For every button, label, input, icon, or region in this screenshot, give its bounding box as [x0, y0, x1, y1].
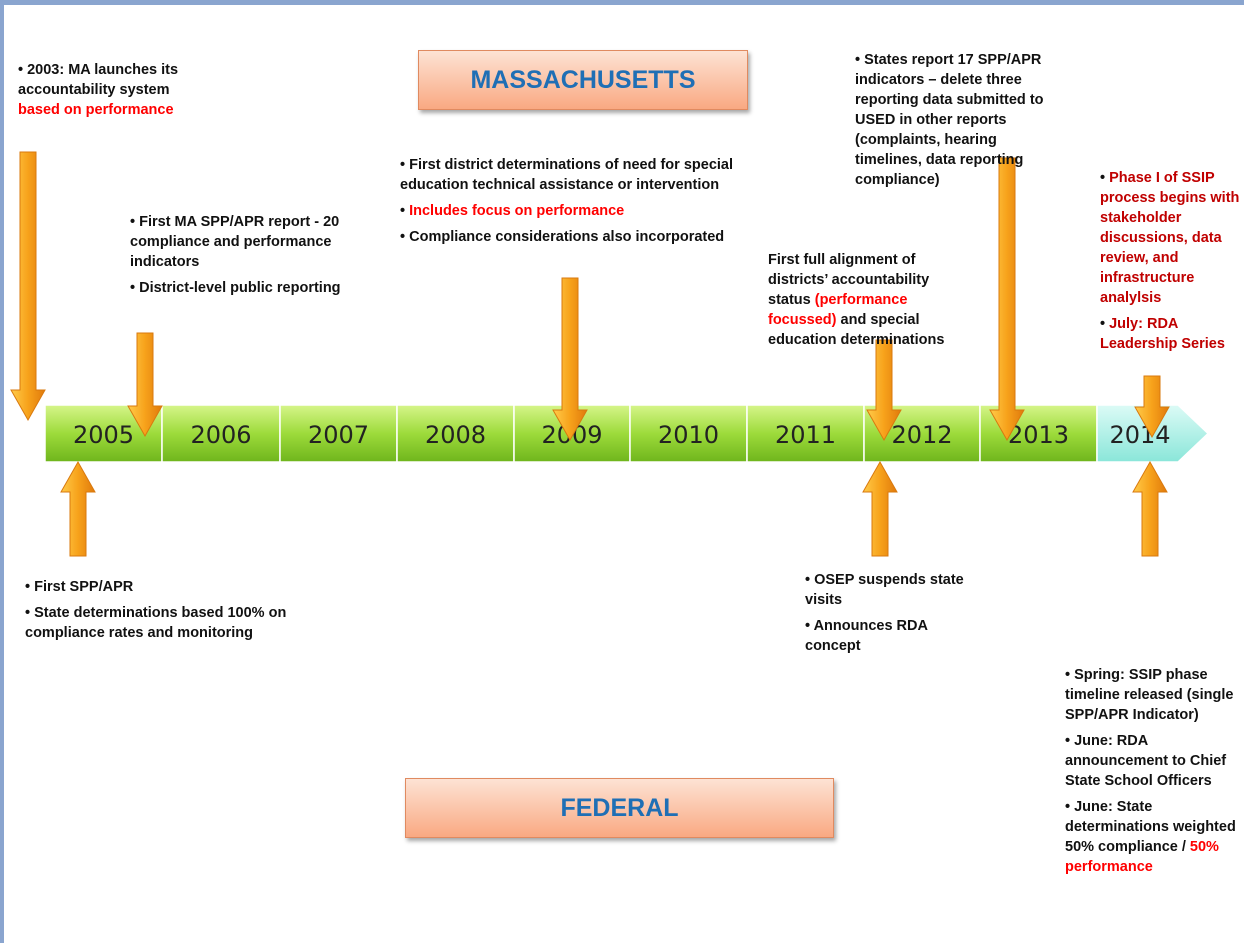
event-text: First SPP/APR: [34, 579, 134, 595]
up-arrow: [862, 460, 898, 557]
highlight-text: Phase I of SSIP process begins with stak…: [1100, 170, 1240, 306]
bullet-item: Announces RDA concept: [805, 616, 965, 656]
event-note: States report 17 SPP/APR indicators – de…: [855, 50, 1067, 196]
year-label: 2006: [190, 421, 251, 449]
timeline-segment: [396, 404, 515, 463]
bullet-item: State determinations based 100% on compl…: [25, 603, 290, 643]
timeline-segment: [44, 404, 163, 463]
event-text: District-level public reporting: [139, 280, 341, 296]
federal-title: FEDERAL: [560, 793, 679, 822]
up-arrow: [60, 460, 96, 557]
year-label: 2013: [1008, 421, 1069, 449]
highlight-text: (performance focussed): [768, 292, 908, 328]
state-title-box: MASSACHUSETTS: [418, 50, 748, 110]
event-text: Spring: SSIP phase timeline released (si…: [1065, 667, 1234, 723]
event-text: First district determinations of need fo…: [400, 157, 734, 193]
event-note: Spring: SSIP phase timeline released (si…: [1065, 665, 1237, 883]
up-arrow: [1132, 460, 1168, 557]
bullet-item: Compliance considerations also incorpora…: [400, 227, 735, 247]
event-text: 2003: MA launches its accountability sys…: [18, 62, 179, 98]
event-note: OSEP suspends state visits Announces RDA …: [805, 570, 965, 662]
down-arrow: [1134, 375, 1170, 439]
highlight-text: based on performance: [18, 102, 174, 118]
bullet-item: First MA SPP/APR report - 20 compliance …: [130, 212, 358, 272]
state-title: MASSACHUSETTS: [470, 65, 696, 94]
timeline-segment: [279, 404, 398, 463]
down-arrow: [989, 157, 1025, 442]
event-text: June: State determinations weighted 50% …: [1065, 799, 1236, 855]
down-arrow: [10, 151, 46, 422]
event-note: 2003: MA launches its accountability sys…: [18, 60, 190, 126]
bullet-item: District-level public reporting: [130, 278, 358, 298]
bullet-item: Spring: SSIP phase timeline released (si…: [1065, 665, 1237, 725]
year-label: 2008: [425, 421, 486, 449]
bullet-item: States report 17 SPP/APR indicators – de…: [855, 50, 1067, 190]
timeline-segment: [161, 404, 281, 463]
event-note: First district determinations of need fo…: [400, 155, 735, 253]
bullet-item: June: RDA announcement to Chief State Sc…: [1065, 731, 1237, 791]
bullet-item: OSEP suspends state visits: [805, 570, 965, 610]
bullet-item: July: RDA Leadership Series: [1100, 314, 1240, 354]
event-note: First MA SPP/APR report - 20 compliance …: [130, 212, 358, 304]
year-label: 2010: [658, 421, 719, 449]
bullet-item: June: State determinations weighted 50% …: [1065, 797, 1237, 877]
event-text: State determinations based 100% on compl…: [25, 605, 287, 641]
federal-title-box: FEDERAL: [405, 778, 834, 838]
down-arrow: [552, 277, 588, 442]
bullet-item: First district determinations of need fo…: [400, 155, 735, 195]
down-arrow: [866, 339, 902, 442]
event-text: OSEP suspends state visits: [805, 572, 964, 608]
year-label: 2014: [1109, 421, 1170, 449]
event-text: June: RDA announcement to Chief State Sc…: [1065, 733, 1227, 789]
event-text: First full alignment of districts’ accou…: [768, 252, 930, 308]
event-text: and special education determinations: [768, 312, 945, 348]
event-text: Announces RDA concept: [805, 618, 928, 654]
event-note: First SPP/APR State determinations based …: [25, 577, 290, 649]
event-note: First full alignment of districts’ accou…: [768, 250, 958, 350]
left-border: [0, 0, 4, 943]
event-text: States report 17 SPP/APR indicators – de…: [855, 52, 1044, 188]
highlight-text: July: RDA Leadership Series: [1100, 316, 1225, 352]
year-label: 2012: [891, 421, 952, 449]
event-text: First MA SPP/APR report - 20 compliance …: [130, 214, 340, 270]
highlight-text: 50% performance: [1065, 839, 1219, 875]
top-border: [0, 0, 1244, 5]
event-note: Phase I of SSIP process begins with stak…: [1100, 168, 1240, 360]
event-text: Compliance considerations also incorpora…: [409, 229, 725, 245]
year-label: 2005: [73, 421, 134, 449]
year-label: 2011: [775, 421, 836, 449]
bullet-item: 2003: MA launches its accountability sys…: [18, 60, 190, 120]
bullet-item: Includes focus on performance: [400, 201, 735, 221]
highlight-text: Includes focus on performance: [409, 203, 625, 219]
timeline-segment: [746, 404, 865, 463]
year-label: 2007: [308, 421, 369, 449]
bullet-item: First SPP/APR: [25, 577, 290, 597]
down-arrow: [127, 332, 163, 438]
bullet-item: Phase I of SSIP process begins with stak…: [1100, 168, 1240, 308]
